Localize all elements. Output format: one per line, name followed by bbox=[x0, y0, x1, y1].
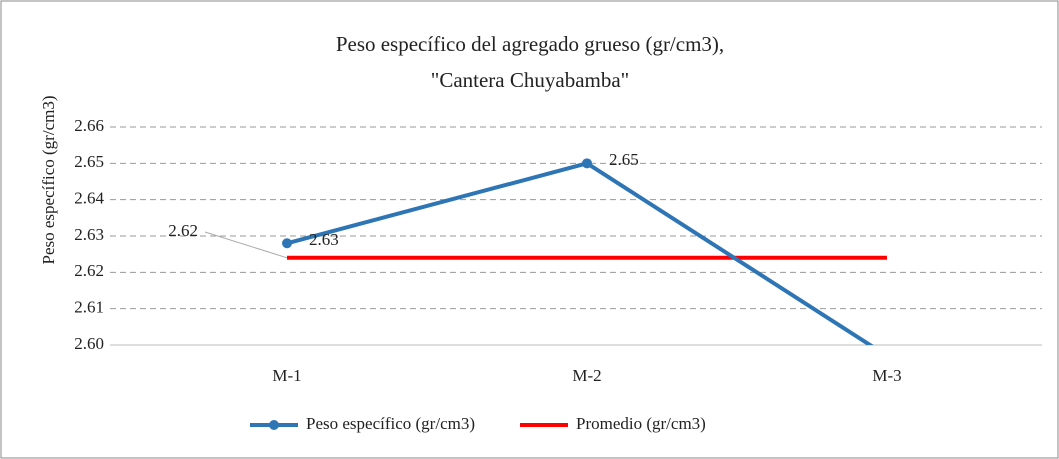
y-axis-label: Peso específico (gr/cm3) bbox=[39, 96, 58, 265]
chart-title: "Cantera Chuyabamba" bbox=[431, 68, 630, 92]
data-label: 2.65 bbox=[609, 150, 639, 169]
y-tick-label: 2.62 bbox=[74, 261, 104, 280]
marker bbox=[282, 238, 292, 249]
marker bbox=[582, 158, 592, 169]
x-tick-label: M-2 bbox=[572, 366, 601, 385]
y-tick-label: 2.60 bbox=[74, 334, 104, 353]
leader-line bbox=[204, 231, 288, 259]
y-tick-label: 2.64 bbox=[74, 189, 104, 208]
chart-title: Peso específico del agregado grueso (gr/… bbox=[336, 32, 724, 56]
y-tick-label: 2.65 bbox=[74, 152, 104, 171]
x-tick-label: M-1 bbox=[272, 366, 301, 385]
plot-area bbox=[282, 158, 887, 345]
x-tick-label: M-3 bbox=[872, 366, 901, 385]
legend-marker bbox=[269, 420, 279, 430]
legend-label: Peso específico (gr/cm3) bbox=[306, 414, 475, 433]
y-tick-label: 2.66 bbox=[74, 116, 104, 135]
data-label: 2.63 bbox=[309, 230, 339, 249]
data-label: 2.62 bbox=[168, 221, 198, 240]
y-tick-label: 2.61 bbox=[74, 298, 104, 317]
y-tick-label: 2.63 bbox=[74, 225, 104, 244]
legend-label: Promedio (gr/cm3) bbox=[576, 414, 706, 433]
